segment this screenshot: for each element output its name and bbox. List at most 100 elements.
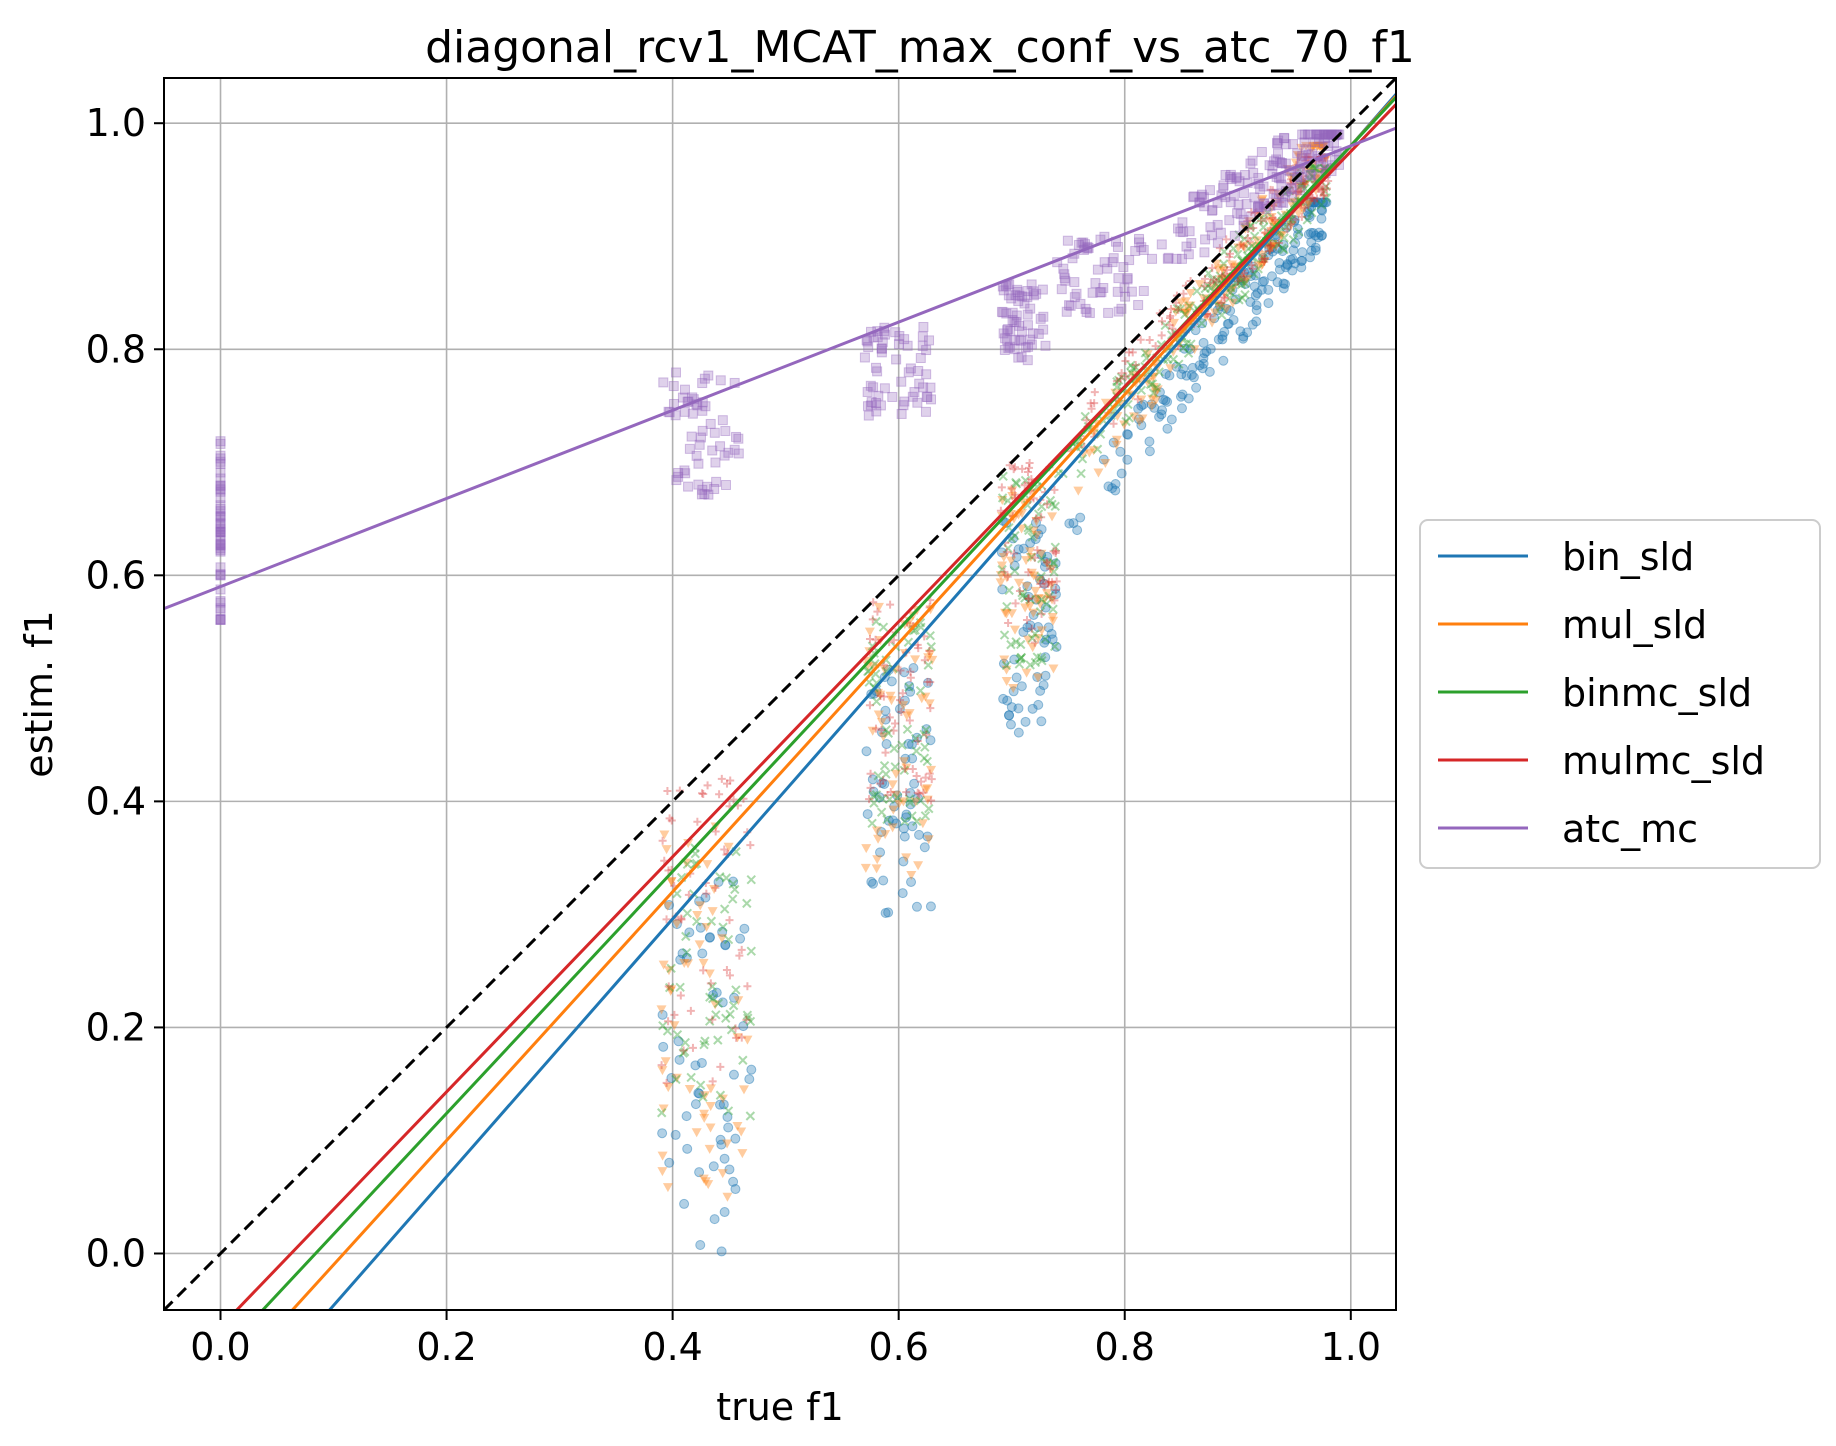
binmc_sld-point [713, 1035, 723, 1045]
mul_sld-point [1216, 275, 1227, 285]
bin_sld-point [1252, 288, 1263, 299]
bin_sld-point [1245, 297, 1256, 308]
atc_mc-point [215, 473, 226, 484]
mul_sld-point [1165, 364, 1176, 374]
atc_mc-point [1254, 201, 1265, 212]
bin_sld-point [1285, 254, 1296, 265]
binmc_sld-point [921, 725, 931, 735]
binmc_sld-point [1240, 289, 1250, 300]
atc_mc-point [1022, 355, 1033, 366]
atc_mc-point [215, 526, 226, 537]
atc_mc-point [1033, 328, 1044, 339]
bin_sld-point [720, 939, 731, 950]
mul_sld-point [658, 1104, 669, 1114]
mulmc_sld-point [1239, 242, 1248, 251]
bin_sld-point [1122, 429, 1133, 440]
binmc_sld-point [867, 641, 878, 651]
mul_sld-point [1218, 274, 1229, 284]
mul_sld-point [705, 1123, 716, 1133]
atc_mc-point [865, 400, 876, 411]
bin_sld-point [1296, 255, 1307, 266]
atc_mc-point [1136, 242, 1147, 253]
bin_sld-point [682, 1143, 693, 1154]
binmc_sld-point [1032, 652, 1042, 662]
mul_sld-point [702, 860, 713, 870]
x-ticks: 0.0 0.2 0.4 0.6 0.8 1.0 [190, 1310, 1381, 1369]
mulmc_sld-point [1037, 513, 1046, 522]
mul_sld-point [924, 699, 935, 709]
atc_mc-point [863, 410, 874, 421]
binmc_sld-point [1321, 193, 1332, 203]
bin_sld-point [1041, 634, 1052, 645]
mulmc_sld-point [1024, 594, 1033, 603]
bin_sld-point [1317, 205, 1328, 216]
bin_sld-point [1306, 245, 1317, 256]
atc_mc-point [215, 436, 226, 447]
bin_sld-point [1306, 227, 1317, 238]
mul_sld-point [1021, 668, 1032, 678]
bin_sld-point [901, 812, 912, 823]
mul_sld-point [1257, 250, 1268, 260]
atc_mc-point [1225, 197, 1236, 208]
binmc_sld-point [1004, 585, 1014, 596]
bin_sld-point [738, 1021, 749, 1032]
mul_sld-point [1292, 190, 1303, 200]
atc_mc-point [917, 341, 928, 352]
atc_mc-point [1320, 132, 1331, 143]
atc_mc-point [876, 347, 887, 358]
atc_mc-point [872, 366, 883, 377]
binmc_sld-point [1297, 179, 1308, 190]
mul_sld-point [1036, 626, 1047, 636]
bin_sld-point [1274, 264, 1285, 275]
mulmc_sld-point [1090, 388, 1099, 397]
mul_sld-point [665, 986, 676, 996]
atc_mc-point [1005, 326, 1016, 337]
atc_mc-point [1307, 149, 1318, 160]
mul_sld-point [904, 709, 915, 719]
atc_mc-point [926, 394, 937, 405]
bin_sld-point [730, 1133, 741, 1144]
binmc_sld-point [1240, 278, 1250, 289]
mul_sld-point [1274, 193, 1285, 203]
mul_sld-point [876, 717, 887, 727]
mulmc_sld-point [1247, 260, 1256, 269]
bin_sld-point [1245, 271, 1256, 282]
bin_sld-point [1064, 518, 1075, 529]
atc_mc-point [998, 285, 1009, 296]
bin_sld-point [1040, 670, 1051, 681]
bin_sld-point [1248, 261, 1259, 272]
binmc_sld-point [871, 696, 882, 707]
bin_sld-point [1201, 346, 1212, 357]
bin_sld-point [714, 1099, 725, 1110]
x-tick-label: 1.0 [1321, 1325, 1381, 1369]
binmc_sld-point [711, 1010, 721, 1020]
binmc_sld-point [1017, 590, 1028, 601]
atc_mc-point [1183, 249, 1194, 260]
mul_sld-point [871, 864, 882, 874]
mulmc_sld-point [1286, 220, 1295, 229]
binmc_sld-point [876, 807, 887, 817]
mulmc_sld-point [906, 667, 915, 676]
binmc_sld-point [881, 655, 891, 665]
atc_mc-point [1022, 286, 1033, 297]
mul_sld-point [722, 1192, 733, 1202]
atc_mc-point [1014, 290, 1025, 301]
atc_mc-point [1084, 308, 1095, 319]
mul_sld-point [886, 696, 897, 706]
atc_mc-point [921, 369, 932, 380]
binmc_sld-point [922, 756, 932, 767]
atc_mc-point [1318, 138, 1329, 149]
atc_mc-point [1235, 209, 1246, 220]
mulmc_sld-point [865, 635, 874, 644]
mul_sld-point [666, 877, 677, 887]
binmc_sld-point [1037, 553, 1047, 564]
bin_sld-point [1149, 402, 1160, 413]
mul_sld-point [922, 784, 933, 794]
bin_sld-point [1183, 393, 1194, 404]
atc_mc-point [1299, 129, 1310, 140]
atc_mc-point [1069, 292, 1080, 303]
binmc_sld-point [1036, 595, 1047, 605]
bin_sld-point [1116, 468, 1127, 479]
binmc_sld-point [890, 762, 900, 772]
bin_sld-point [1296, 262, 1307, 273]
